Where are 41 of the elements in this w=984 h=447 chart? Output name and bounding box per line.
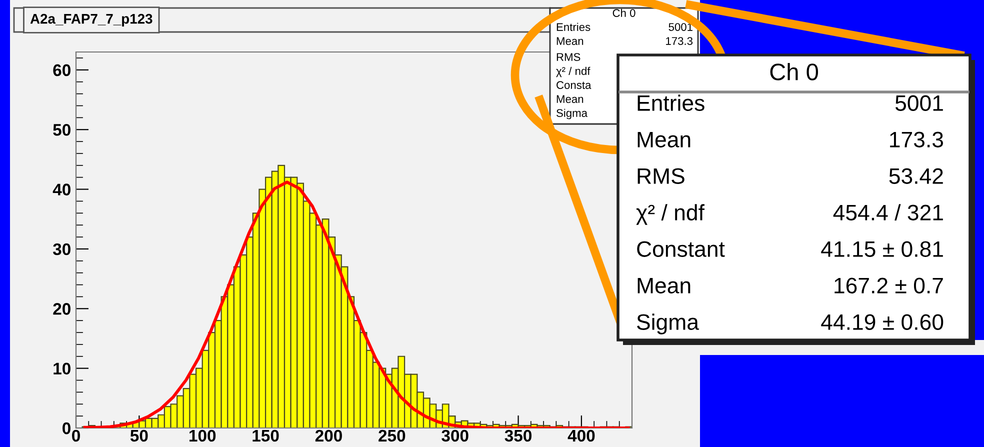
text: Sigma bbox=[637, 314, 699, 334]
text: Constant bbox=[637, 241, 725, 257]
annotation: Mean bbox=[556, 95, 584, 103]
y-tick-label: 60 bbox=[53, 64, 70, 76]
text: Entries bbox=[638, 94, 704, 111]
text: 173.3 bbox=[890, 132, 944, 148]
annotation: RMS bbox=[556, 53, 580, 61]
y-tick-label: 40 bbox=[52, 184, 70, 196]
annotation: Sigma bbox=[556, 108, 588, 120]
x-tick-label: 400 bbox=[568, 430, 595, 442]
x-tick-label: 350 bbox=[504, 430, 532, 442]
x-tick-label: 100 bbox=[190, 430, 216, 442]
annotation: χ² / ndf bbox=[556, 66, 590, 78]
text: 454.4 / 321 bbox=[833, 204, 943, 220]
text: 5001 bbox=[895, 95, 943, 111]
text: Mean bbox=[556, 37, 584, 45]
x-tick-label: 300 bbox=[442, 430, 468, 442]
y-tick-label: 20 bbox=[53, 303, 70, 315]
y-tick-label: 50 bbox=[53, 124, 70, 136]
y-tick-label: 10 bbox=[54, 362, 70, 375]
text: Mean bbox=[638, 278, 690, 294]
text: χ² / ndf bbox=[636, 204, 705, 225]
text: 53.42 bbox=[889, 168, 943, 184]
text: 173.3 bbox=[666, 37, 693, 45]
text: RMS bbox=[638, 168, 684, 184]
y-tick-label: 30 bbox=[52, 243, 70, 256]
annotation: Consta bbox=[556, 81, 592, 89]
x-tick-label: 150 bbox=[252, 430, 279, 442]
text: Ch 0 bbox=[612, 8, 636, 17]
x-tick-label: 50 bbox=[130, 430, 148, 442]
text: Ch 0 bbox=[770, 62, 818, 80]
x-tick-label: 250 bbox=[378, 430, 406, 442]
text: Mean bbox=[638, 132, 690, 148]
chart-title: A2a_FAP7_7_p123 bbox=[30, 14, 152, 26]
x-tick-label: 0 bbox=[72, 430, 80, 442]
text: 167.2 ± 0.7 bbox=[834, 278, 943, 294]
text: 41.15 ± 0.81 bbox=[821, 241, 943, 257]
text: Entries bbox=[556, 22, 590, 31]
text: 44.19 ± 0.60 bbox=[821, 314, 944, 330]
x-tick-label: 200 bbox=[315, 430, 342, 442]
text: 5001 bbox=[668, 23, 692, 31]
